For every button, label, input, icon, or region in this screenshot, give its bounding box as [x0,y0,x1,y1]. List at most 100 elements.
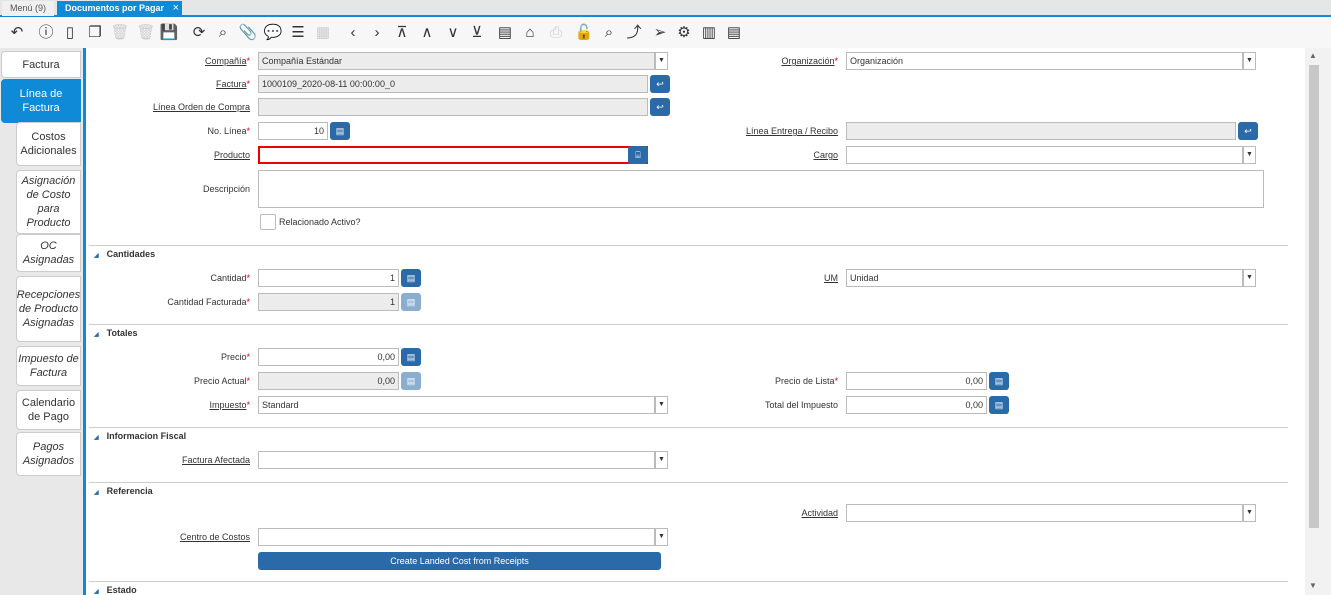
last-record-icon[interactable]: ⊻ [471,24,483,41]
side-tab-0[interactable]: Factura [1,51,81,78]
refresh-icon[interactable]: ⟳ [192,24,206,41]
collapse-icon[interactable]: ◢ [94,589,99,595]
impuesto-field[interactable]: Standard [258,396,655,414]
factura_afectada-dropdown-icon[interactable]: ▼ [655,451,668,469]
section-cantidades[interactable]: ◢ Cantidades [94,249,155,259]
precio_lista-calculator-icon[interactable]: ▤ [989,372,1009,390]
actividad-field[interactable] [846,504,1243,522]
report-icon[interactable]: ▤ [497,24,513,41]
total_impuesto-field[interactable]: 0,00 [846,396,987,414]
impuesto-dropdown-icon[interactable]: ▼ [655,396,668,414]
precio-field[interactable]: 0,00 [258,348,399,366]
delete-selection-icon[interactable]: 🗑 [136,24,156,41]
organizacion-field[interactable]: Organización [846,52,1243,70]
section-title: Totales [106,328,138,338]
undo-icon[interactable]: ↶ [10,24,24,41]
previous-icon[interactable]: ‹ [350,24,356,41]
workflow-icon[interactable]: ⤴ [626,24,642,41]
product-info-icon[interactable]: ▥ [701,24,717,41]
zoom-across-icon[interactable]: ⌕ [604,24,614,41]
collapse-icon[interactable]: ◢ [94,435,99,441]
cantidad-field[interactable]: 1 [258,269,399,287]
side-tab-5[interactable]: Recepciones de Producto Asignadas [16,276,81,342]
producto-field[interactable] [258,146,648,164]
section-estado[interactable]: ◢ Estado [94,585,137,595]
side-tab-7[interactable]: Calendario de Pago [16,390,81,430]
precio-calculator-icon[interactable]: ▤ [401,348,421,366]
cantidad-calculator-icon[interactable]: ▤ [401,269,421,287]
centro_costos-dropdown-icon[interactable]: ▼ [655,528,668,546]
linea_entrega-zoom-icon[interactable]: ↩ [1238,122,1258,140]
new-record-icon[interactable]: ▯ [65,24,75,41]
chat-icon[interactable]: 💬 [263,24,283,41]
grid-toggle-icon[interactable]: ☰ [291,24,305,41]
compania-field[interactable]: Compañía Estándar [258,52,655,70]
side-tab-8[interactable]: Pagos Asignados [16,432,81,476]
scrollbar-thumb[interactable] [1309,65,1319,528]
parent-icon[interactable]: ∧ [421,24,433,41]
scroll-up-icon[interactable]: ▲ [1309,51,1317,60]
precio_actual-field[interactable]: 0,00 [258,372,399,390]
post-icon[interactable]: ▤ [726,24,742,41]
total_impuesto-calculator-icon[interactable]: ▤ [989,396,1009,414]
relacionado-checkbox[interactable] [260,214,276,230]
side-tab-4[interactable]: OC Asignadas [16,234,81,272]
section-fiscal[interactable]: ◢ Informacion Fiscal [94,431,186,441]
first-record-icon[interactable]: ⊼ [396,24,408,41]
copy-record-icon[interactable]: ❐ [88,24,102,41]
print-icon[interactable]: ⎙ [549,24,562,41]
side-tab-6[interactable]: Impuesto de Factura [16,346,81,386]
cantidad_facturada-calculator-icon[interactable]: ▤ [401,293,421,311]
side-tab-3[interactable]: Asignación de Costo para Producto [16,170,81,234]
delete-icon[interactable]: 🗑 [110,24,130,41]
organizacion-dropdown-icon[interactable]: ▼ [1243,52,1256,70]
linea_oc-zoom-icon[interactable]: ↩ [650,98,670,116]
linea_oc-field[interactable] [258,98,648,116]
cargo-dropdown-icon[interactable]: ▼ [1243,146,1256,164]
producto-search-icon[interactable]: ⌸ [628,146,648,164]
create-landed-cost-button[interactable]: Create Landed Cost from Receipts [258,552,661,570]
tab-documentos-por-pagar[interactable]: Documentos por Pagar × [57,1,183,16]
save-icon[interactable]: 💾 [159,24,179,41]
next-icon[interactable]: › [374,24,380,41]
side-tab-1[interactable]: Línea de Factura [1,79,81,123]
section-totales[interactable]: ◢ Totales [94,328,137,338]
collapse-icon[interactable]: ◢ [94,332,99,338]
side-tab-label: Línea de Factura [19,88,63,114]
um-field[interactable]: Unidad [846,269,1243,287]
collapse-icon[interactable]: ◢ [94,253,99,259]
factura-field[interactable]: 1000109_2020-08-11 00:00:00_0 [258,75,648,93]
linea_entrega-field[interactable] [846,122,1236,140]
no_linea-field[interactable]: 10 [258,122,328,140]
attachment-icon[interactable]: 📎 [238,24,258,41]
descripcion-textarea[interactable] [258,170,1264,208]
cargo-field[interactable] [846,146,1243,164]
collapse-icon[interactable]: ◢ [94,490,99,496]
close-icon[interactable]: × [172,2,180,14]
required-marker: * [246,352,250,362]
precio_lista-field[interactable]: 0,00 [846,372,987,390]
actividad-label: Actividad [598,504,838,522]
compania-dropdown-icon[interactable]: ▼ [655,52,668,70]
scroll-down-icon[interactable]: ▼ [1309,581,1317,590]
no_linea-calculator-icon[interactable]: ▤ [330,122,350,140]
section-referencia[interactable]: ◢ Referencia [94,486,153,496]
precio_actual-calculator-icon[interactable]: ▤ [401,372,421,390]
tab-menu[interactable]: Menú (9) [2,1,55,16]
actividad-dropdown-icon[interactable]: ▼ [1243,504,1256,522]
archive-icon[interactable]: ⌂ [525,24,535,41]
lock-icon[interactable]: 🔓 [574,24,594,41]
factura_afectada-field[interactable] [258,451,655,469]
process-icon[interactable]: ⚙ [677,24,691,41]
factura-zoom-icon[interactable]: ↩ [650,75,670,93]
cantidad_facturada-field[interactable]: 1 [258,293,399,311]
label-text: No. Línea [207,126,247,136]
find-icon[interactable]: ⌕ [218,24,228,41]
detail-icon[interactable]: ∨ [447,24,459,41]
help-icon[interactable]: ⓘ [38,24,54,41]
calendar-icon[interactable]: ▦ [315,24,331,41]
centro_costos-field[interactable] [258,528,655,546]
send-icon[interactable]: ➢ [653,24,667,41]
side-tab-2[interactable]: Costos Adicionales [16,122,81,166]
um-dropdown-icon[interactable]: ▼ [1243,269,1256,287]
